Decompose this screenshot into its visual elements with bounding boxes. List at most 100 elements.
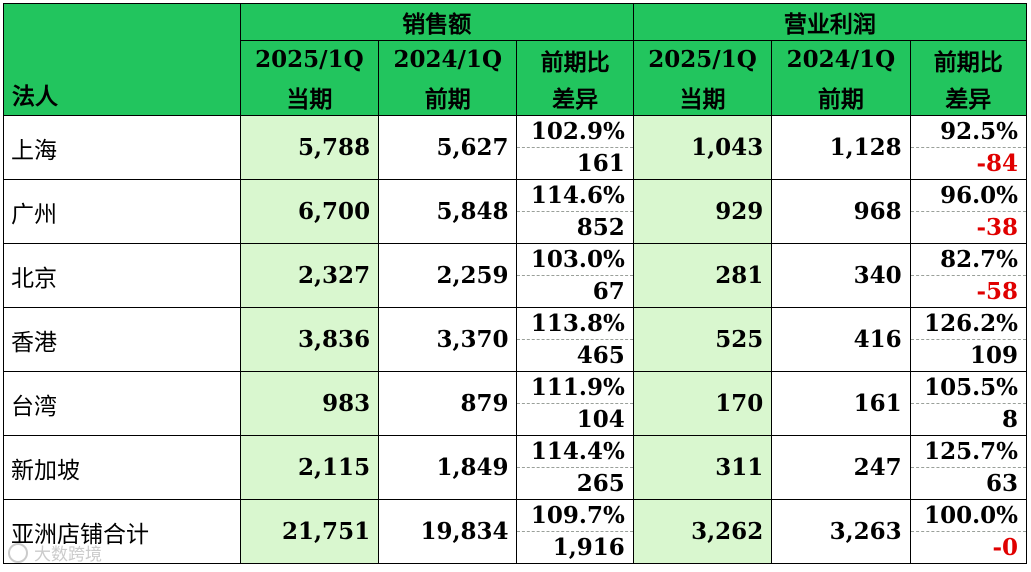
sales-compare-cell: 103.0% 67 (516, 243, 634, 308)
profit-current: 311 (632, 435, 773, 500)
profit-ratio: 105.5% (911, 373, 1026, 404)
sales-profit-table: 法人 销售额 营业利润 2025/1Q 2024/1Q 前期比 2025/1Q … (3, 3, 1028, 564)
sales-ratio: 111.9% (517, 373, 633, 404)
sales-ratio: 113.8% (517, 309, 633, 340)
profit-current: 3,262 (632, 499, 773, 564)
profit-current: 281 (632, 243, 773, 308)
sales-prior: 1,849 (378, 435, 518, 500)
entity-name: 香港 (3, 307, 241, 372)
sales-diff: 1,916 (552, 534, 625, 561)
table-row: 台湾 983 879 111.9% 104 170 161 105.5% 8 (3, 371, 1028, 436)
sales-diff: 465 (576, 342, 625, 369)
profit-compare-cell: 92.5% -84 (909, 115, 1028, 180)
sales-prior-period-header: 2024/1Q (378, 40, 518, 78)
sales-current: 5,788 (239, 115, 380, 180)
entity-name: 亚洲店铺合计 (3, 499, 241, 564)
sales-current: 2,327 (239, 243, 380, 308)
profit-diff-label: 差异 (909, 78, 1028, 116)
sales-compare-cell: 111.9% 104 (516, 371, 634, 436)
sales-prior: 5,627 (378, 115, 518, 180)
sales-current: 3,836 (239, 307, 380, 372)
profit-diff: -0 (992, 534, 1018, 561)
sales-ratio: 114.4% (517, 437, 633, 468)
profit-diff: 8 (1001, 406, 1018, 433)
sales-diff: 161 (576, 150, 625, 177)
table-row: 香港 3,836 3,370 113.8% 465 525 416 126.2% 109 (3, 307, 1028, 372)
profit-ratio: 100.0% (911, 501, 1026, 532)
profit-ratio: 82.7% (911, 245, 1026, 276)
table-row: 亚洲店铺合计 21,751 19,834 109.7% 1,916 3,262 3,263 1… (3, 499, 1028, 564)
financial-table-container: 法人 销售额 营业利润 2025/1Q 2024/1Q 前期比 2025/1Q … (3, 3, 1028, 569)
entity-name: 台湾 (3, 371, 241, 436)
sales-diff: 104 (576, 406, 625, 433)
profit-ratio: 96.0% (911, 181, 1026, 212)
profit-diff: -38 (976, 214, 1018, 241)
profit-compare-cell: 82.7% -58 (909, 243, 1028, 308)
profit-current: 170 (632, 371, 773, 436)
sales-diff: 265 (576, 470, 625, 497)
profit-diff: -58 (976, 278, 1018, 305)
sales-ratio: 114.6% (517, 181, 633, 212)
header-row-groups: 法人 销售额 营业利润 (3, 3, 1028, 116)
profit-current-period-header: 2025/1Q (632, 40, 773, 78)
profit-current: 1,043 (632, 115, 773, 180)
sales-diff: 67 (592, 278, 625, 305)
header-row-periods: 2025/1Q 2024/1Q 前期比 2025/1Q 2024/1Q 前期比 (4, 40, 1028, 78)
sales-current: 6,700 (239, 179, 380, 244)
profit-current: 525 (632, 307, 773, 372)
profit-prior: 161 (771, 371, 911, 436)
profit-diff: 63 (985, 470, 1018, 497)
profit-prior: 1,128 (771, 115, 911, 180)
profit-compare-cell: 100.0% -0 (909, 499, 1028, 564)
entity-name: 上海 (3, 115, 241, 180)
sales-prior-label: 前期 (378, 78, 518, 116)
profit-prior: 340 (771, 243, 911, 308)
profit-compare-header: 前期比 (909, 40, 1028, 78)
sales-ratio: 103.0% (517, 245, 633, 276)
profit-diff: 109 (969, 342, 1018, 369)
entity-name: 北京 (3, 243, 241, 308)
table-row: 广州 6,700 5,848 114.6% 852 929 968 96.0% -38 (3, 179, 1028, 244)
profit-prior: 416 (771, 307, 911, 372)
profit-prior: 3,263 (771, 499, 911, 564)
profit-current-label: 当期 (632, 78, 773, 116)
sales-prior: 19,834 (378, 499, 518, 564)
profit-ratio: 126.2% (911, 309, 1026, 340)
sales-compare-cell: 109.7% 1,916 (516, 499, 634, 564)
profit-compare-cell: 96.0% -38 (909, 179, 1028, 244)
sales-prior: 3,370 (378, 307, 518, 372)
sales-ratio: 109.7% (517, 501, 633, 532)
sales-compare-cell: 113.8% 465 (516, 307, 634, 372)
table-row: 新加坡 2,115 1,849 114.4% 265 311 247 125.7% 63 (3, 435, 1028, 500)
sales-prior: 879 (378, 371, 518, 436)
profit-prior-label: 前期 (771, 78, 911, 116)
profit-group-header: 营业利润 (632, 3, 1028, 41)
table-body: 上海 5,788 5,627 102.9% 161 1,043 1,128 92.5% -84 广… (3, 115, 1028, 564)
sales-current: 21,751 (239, 499, 380, 564)
profit-prior: 247 (771, 435, 911, 500)
profit-prior: 968 (771, 179, 911, 244)
sales-group-header: 销售额 (239, 3, 634, 41)
sales-compare-header: 前期比 (516, 40, 634, 78)
profit-compare-cell: 126.2% 109 (909, 307, 1028, 372)
profit-compare-cell: 125.7% 63 (909, 435, 1028, 500)
sales-current: 2,115 (239, 435, 380, 500)
sales-compare-cell: 114.4% 265 (516, 435, 634, 500)
profit-current: 929 (632, 179, 773, 244)
sales-diff-label: 差异 (516, 78, 634, 116)
sales-ratio: 102.9% (517, 117, 633, 148)
profit-diff: -84 (976, 150, 1018, 177)
table-row: 北京 2,327 2,259 103.0% 67 281 340 82.7% -58 (3, 243, 1028, 308)
sales-prior: 5,848 (378, 179, 518, 244)
table-row: 上海 5,788 5,627 102.9% 161 1,043 1,128 92.5% -84 (3, 115, 1028, 180)
sales-compare-cell: 102.9% 161 (516, 115, 634, 180)
profit-ratio: 92.5% (911, 117, 1026, 148)
entity-name: 新加坡 (3, 435, 241, 500)
sales-compare-cell: 114.6% 852 (516, 179, 634, 244)
profit-ratio: 125.7% (911, 437, 1026, 468)
sales-current: 983 (239, 371, 380, 436)
sales-diff: 852 (576, 214, 625, 241)
entity-column-header: 法人 (3, 3, 241, 116)
profit-prior-period-header: 2024/1Q (771, 40, 911, 78)
sales-current-period-header: 2025/1Q (239, 40, 380, 78)
